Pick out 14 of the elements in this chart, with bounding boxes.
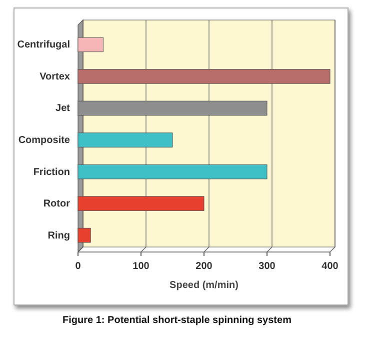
x-tick-label: 400 (322, 261, 339, 272)
x-tick-label: 300 (258, 261, 276, 272)
y-tick-label: Composite (18, 135, 70, 146)
y-tick-label: Vortex (40, 71, 70, 82)
x-axis-title: Speed (m/min) (170, 280, 238, 291)
y-tick-label: Centrifugal (17, 40, 70, 51)
y-tick-label: Ring (48, 230, 70, 242)
x-tick-label: 100 (132, 261, 150, 272)
x-tick-label: 200 (196, 261, 213, 272)
y-tick-label: Friction (33, 166, 70, 178)
caption: Figure 1: Potential short-staple spinning system (62, 315, 292, 326)
y-tick-label: Jet (56, 103, 71, 114)
x-tick-label: 0 (75, 261, 82, 272)
y-tick-label: Rotor (43, 198, 70, 210)
